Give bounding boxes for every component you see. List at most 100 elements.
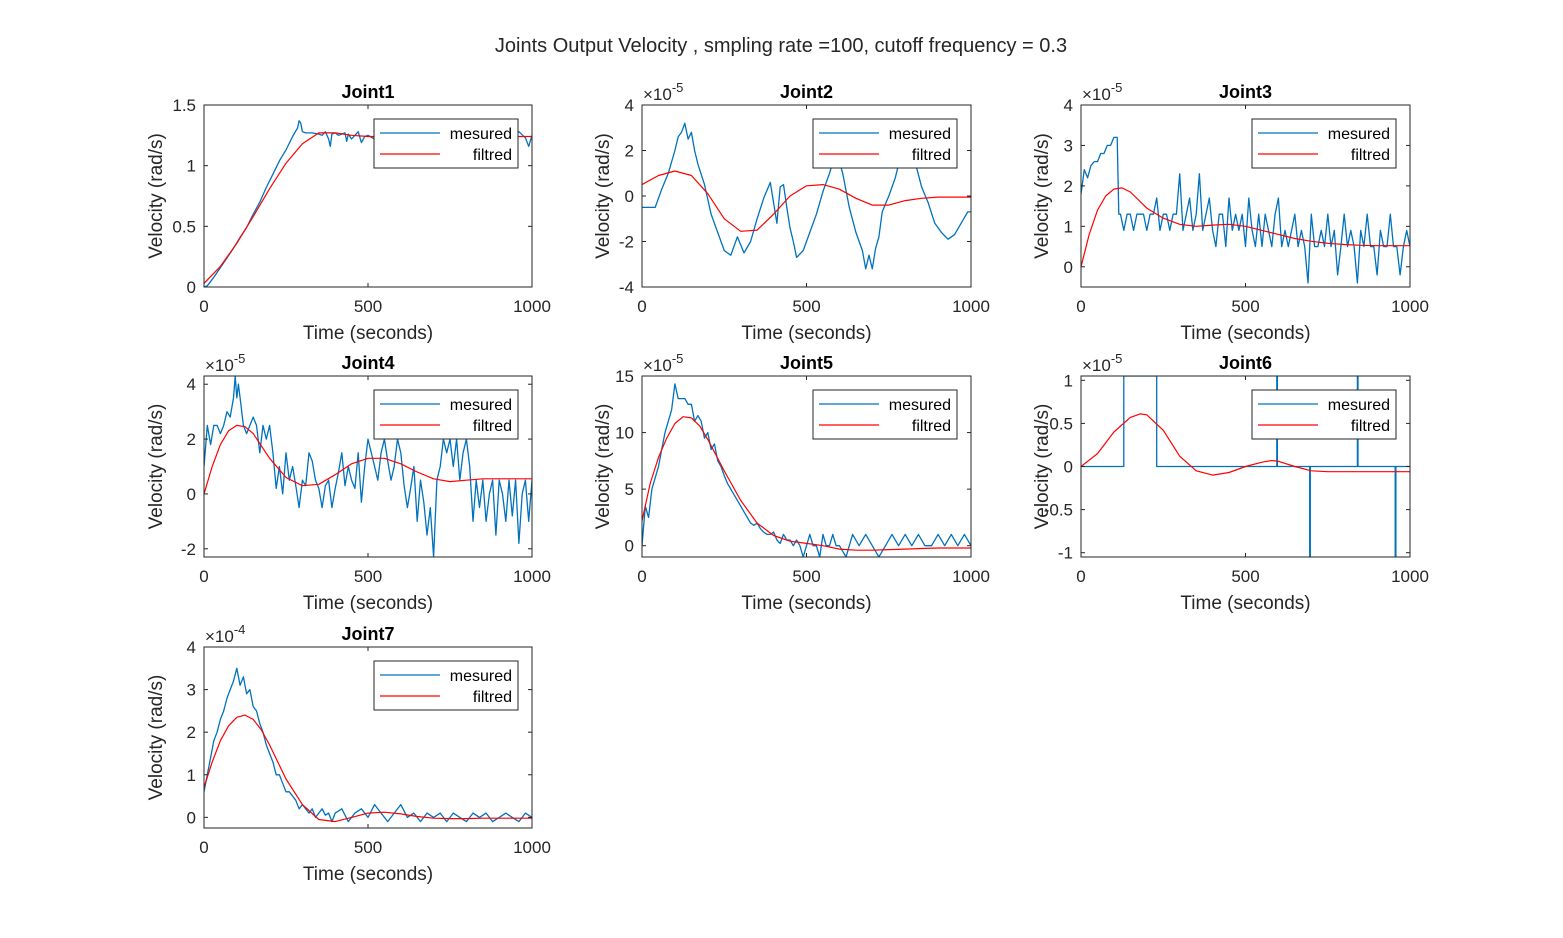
figure-suptitle: Joints Output Velocity , smpling rate =1… bbox=[495, 35, 1067, 57]
y-tick-label: -2 bbox=[181, 540, 196, 559]
x-tick-label: 1000 bbox=[513, 297, 551, 316]
subplot-title: Joint6 bbox=[1219, 353, 1272, 373]
y-tick-label: 3 bbox=[1064, 136, 1073, 155]
x-tick-label: 0 bbox=[199, 838, 208, 857]
series-group bbox=[1081, 136, 1410, 284]
legend-entry: filtred bbox=[473, 418, 512, 435]
y-tick-label: 2 bbox=[625, 142, 634, 161]
filtered-line bbox=[204, 714, 532, 823]
x-tick-label: 0 bbox=[199, 567, 208, 586]
legend-entry: mesured bbox=[450, 397, 512, 414]
x-axis-label: Time (seconds) bbox=[303, 864, 433, 885]
legend-box bbox=[1251, 118, 1397, 169]
x-tick-label: 1000 bbox=[952, 297, 990, 316]
y-axis-label: Velocity (rad/s) bbox=[146, 675, 167, 801]
y-tick-label: 0.5 bbox=[172, 217, 196, 236]
subplot-joint7: 0 500 1000 0 1 2 3 4 ×10-4 Joint7 Time (seconds) Ve… bbox=[146, 622, 551, 885]
filtered-line bbox=[1081, 187, 1410, 267]
subplot-title: Joint1 bbox=[341, 82, 394, 102]
subplot-title: Joint4 bbox=[341, 353, 394, 373]
y-axis-label: Velocity (rad/s) bbox=[1032, 404, 1053, 530]
x-tick-label: 1000 bbox=[1391, 567, 1429, 586]
x-tick-label: 500 bbox=[1231, 297, 1259, 316]
series-group bbox=[1081, 376, 1410, 557]
y-tick-label: 3 bbox=[187, 681, 196, 700]
legend-entry: mesured bbox=[450, 126, 512, 143]
y-tick-label: 2 bbox=[187, 723, 196, 742]
legend-entry: filtred bbox=[912, 147, 951, 164]
filtered-line bbox=[642, 170, 971, 232]
y-tick-label: 15 bbox=[615, 367, 634, 386]
x-axis-label: Time (seconds) bbox=[741, 323, 871, 344]
exponent-label: ×10-4 bbox=[205, 622, 245, 646]
y-tick-label: 2 bbox=[1064, 177, 1073, 196]
y-tick-label: 0 bbox=[1064, 258, 1073, 277]
y-tick-label: 0 bbox=[187, 485, 196, 504]
subplot-joint6: 0 500 1000 -1 -0.5 0 0.5 1 ×10-5 Joint6 Time (seco… bbox=[1032, 351, 1429, 614]
x-tick-label: 500 bbox=[792, 567, 820, 586]
legend-entry: mesured bbox=[889, 126, 951, 143]
exponent-label: ×10-5 bbox=[643, 351, 683, 375]
filtered-line bbox=[204, 424, 532, 495]
y-tick-label: 0 bbox=[1064, 458, 1073, 477]
subplot-joint2: 0 500 1000 -4 -2 0 2 4 ×10-5 Joint2 Time (seconds)… bbox=[593, 80, 990, 344]
x-axis-label: Time (seconds) bbox=[1180, 323, 1310, 344]
y-tick-label: -4 bbox=[619, 278, 634, 297]
y-tick-label: 4 bbox=[187, 375, 196, 394]
x-tick-label: 500 bbox=[354, 567, 382, 586]
x-tick-label: 1000 bbox=[513, 567, 551, 586]
filtered-line bbox=[642, 416, 971, 551]
y-tick-label: 4 bbox=[625, 96, 634, 115]
legend: mesured filtred bbox=[373, 660, 519, 711]
legend-entry: mesured bbox=[450, 668, 512, 685]
y-tick-label: 0.5 bbox=[1049, 414, 1073, 433]
y-axis-label: Velocity (rad/s) bbox=[1032, 133, 1053, 259]
legend-entry: filtred bbox=[912, 418, 951, 435]
subplot-title: Joint7 bbox=[341, 624, 394, 644]
y-tick-label: 10 bbox=[615, 424, 634, 443]
subplot-title: Joint3 bbox=[1219, 82, 1272, 102]
x-tick-label: 0 bbox=[637, 297, 646, 316]
measured-line bbox=[204, 376, 532, 557]
y-tick-label: 1.5 bbox=[172, 96, 196, 115]
x-tick-label: 500 bbox=[1231, 567, 1259, 586]
x-tick-label: 0 bbox=[1076, 297, 1085, 316]
y-tick-label: 0 bbox=[625, 537, 634, 556]
legend: mesured filtred bbox=[373, 389, 519, 440]
legend: mesured filtred bbox=[373, 118, 519, 169]
y-tick-label: 4 bbox=[1064, 96, 1073, 115]
series-group bbox=[204, 667, 532, 823]
y-tick-label: 0 bbox=[187, 808, 196, 827]
legend: mesured filtred bbox=[1251, 389, 1397, 440]
x-tick-label: 0 bbox=[637, 567, 646, 586]
legend-box bbox=[373, 118, 519, 169]
x-axis-label: Time (seconds) bbox=[303, 323, 433, 344]
legend-box bbox=[373, 660, 519, 711]
subplot-joint1: 0 500 1000 0 0.5 1 1.5 Joint1 Time (seconds) Velo… bbox=[146, 82, 551, 344]
series-group bbox=[204, 376, 532, 557]
y-tick-label: -2 bbox=[619, 233, 634, 252]
subplot-joint3: 0 500 1000 0 1 2 3 4 ×10-5 Joint3 Time (seconds) Ve… bbox=[1032, 80, 1429, 344]
legend-entry: mesured bbox=[1328, 126, 1390, 143]
x-axis-label: Time (seconds) bbox=[1180, 593, 1310, 614]
x-tick-label: 1000 bbox=[513, 838, 551, 857]
legend: mesured filtred bbox=[812, 118, 958, 169]
y-tick-label: 0 bbox=[187, 278, 196, 297]
legend-box bbox=[1251, 389, 1397, 440]
x-axis-label: Time (seconds) bbox=[741, 593, 871, 614]
x-tick-label: 1000 bbox=[1391, 297, 1429, 316]
x-tick-label: 0 bbox=[199, 297, 208, 316]
exponent-label: ×10-5 bbox=[1082, 351, 1122, 375]
filtered-line bbox=[1081, 413, 1410, 476]
exponent-label: ×10-5 bbox=[1082, 80, 1122, 104]
legend-entry: filtred bbox=[473, 147, 512, 164]
measured-line bbox=[1081, 136, 1410, 284]
legend-entry: mesured bbox=[889, 397, 951, 414]
y-tick-label: 1 bbox=[1064, 371, 1073, 390]
y-tick-label: 1 bbox=[1064, 217, 1073, 236]
legend-box bbox=[812, 118, 958, 169]
x-tick-label: 500 bbox=[354, 297, 382, 316]
legend: mesured filtred bbox=[812, 389, 958, 440]
